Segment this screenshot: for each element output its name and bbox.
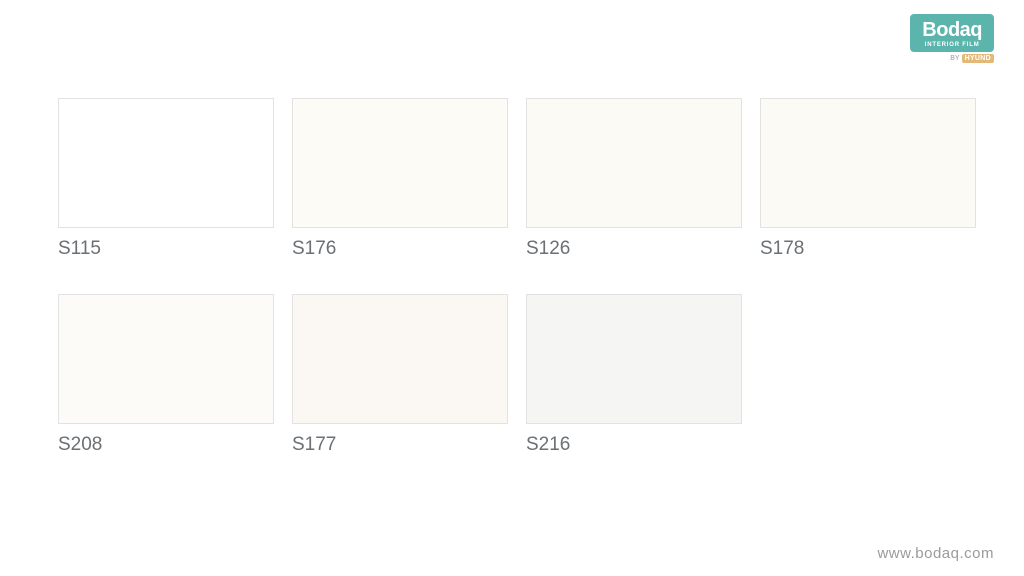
page: Bodaq INTERIOR FILM BY HYUND S115 S176 S… [0, 0, 1024, 576]
swatch-chip [526, 98, 742, 228]
brand-byline-prefix: BY [950, 55, 959, 62]
swatch-card[interactable]: S216 [526, 294, 742, 456]
footer-url: www.bodaq.com [877, 545, 994, 562]
brand-subline: INTERIOR FILM [922, 42, 982, 48]
swatch-card[interactable]: S178 [760, 98, 976, 260]
brand-byline: BY HYUND [950, 54, 994, 63]
swatch-label: S178 [760, 238, 976, 260]
swatch-card[interactable]: S208 [58, 294, 274, 456]
swatch-label: S208 [58, 434, 274, 456]
swatch-label: S126 [526, 238, 742, 260]
swatch-card[interactable]: S126 [526, 98, 742, 260]
swatch-grid: S115 S176 S126 S178 S208 S177 S216 [58, 98, 976, 456]
swatch-card[interactable]: S115 [58, 98, 274, 260]
swatch-label: S177 [292, 434, 508, 456]
swatch-chip [292, 98, 508, 228]
swatch-chip [58, 98, 274, 228]
swatch-card[interactable]: S177 [292, 294, 508, 456]
brand-name: Bodaq [922, 20, 982, 40]
swatch-label: S176 [292, 238, 508, 260]
swatch-chip [526, 294, 742, 424]
swatch-chip [760, 98, 976, 228]
swatch-card[interactable]: S176 [292, 98, 508, 260]
swatch-label: S216 [526, 434, 742, 456]
brand-logo: Bodaq INTERIOR FILM BY HYUND [910, 14, 994, 63]
swatch-label: S115 [58, 238, 274, 260]
swatch-chip [58, 294, 274, 424]
brand-byline-company: HYUND [962, 54, 994, 63]
swatch-chip [292, 294, 508, 424]
brand-badge: Bodaq INTERIOR FILM [910, 14, 994, 52]
